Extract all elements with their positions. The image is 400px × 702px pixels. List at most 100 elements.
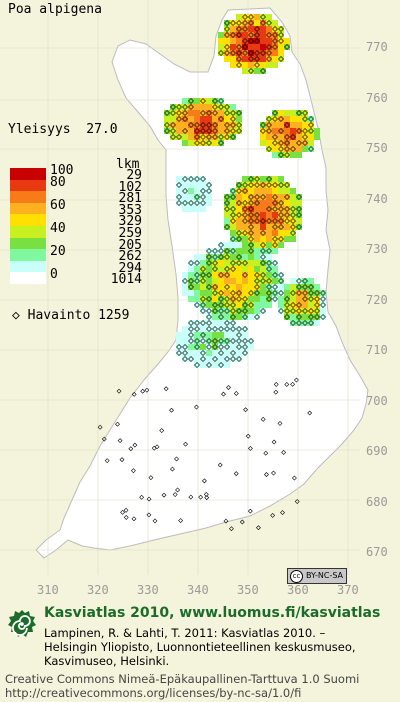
observation-marker (278, 152, 284, 158)
observation-marker (296, 314, 302, 320)
observation-marker (245, 433, 251, 439)
frequency-cell (272, 176, 278, 182)
license-url[interactable]: http://creativecommons.org/licenses/by-n… (5, 686, 302, 700)
frequency-cell (236, 128, 242, 134)
observation-marker (212, 302, 218, 308)
frequency-cell (242, 68, 248, 74)
frequency-cell (290, 284, 296, 290)
observation-marker (296, 110, 302, 116)
frequency-cell (194, 266, 200, 272)
observation-marker (266, 146, 272, 152)
frequency-cell (194, 200, 200, 206)
frequency-cell (272, 62, 278, 68)
frequency-cell (206, 290, 212, 296)
observation-marker (242, 200, 248, 206)
frequency-cell (236, 122, 242, 128)
observation-marker (194, 176, 200, 182)
frequency-cell (284, 152, 290, 158)
frequency-cell (206, 140, 212, 146)
frequency-cell (200, 302, 206, 308)
observation-marker (284, 296, 290, 302)
frequency-cell (260, 218, 266, 224)
spiral-logo-icon (8, 610, 36, 637)
observation-marker (260, 230, 266, 236)
frequency-cell (218, 128, 224, 134)
observation-marker (242, 212, 248, 218)
observation-marker (194, 338, 200, 344)
frequency-cell (206, 200, 212, 206)
observation-marker (115, 421, 120, 427)
observation-marker (194, 404, 199, 410)
frequency-cell (224, 122, 230, 128)
frequency-cell (266, 230, 272, 236)
frequency-cell (242, 224, 248, 230)
observation-marker (224, 50, 230, 56)
frequency-cell (242, 200, 248, 206)
license-badge[interactable]: cc BY-NC-SA (287, 568, 347, 584)
observation-marker (320, 314, 326, 320)
observation-marker (254, 200, 260, 206)
frequency-cell (230, 296, 236, 302)
frequency-cell (284, 224, 290, 230)
observation-marker (266, 116, 272, 122)
frequency-cell (254, 212, 260, 218)
frequency-cell (176, 116, 182, 122)
observation-marker (272, 242, 278, 248)
frequency-cell (230, 344, 236, 350)
frequency-cell (212, 338, 218, 344)
observation-marker (248, 20, 254, 26)
frequency-cell (236, 212, 242, 218)
legend-count: 205 (118, 237, 142, 253)
observation-marker (296, 320, 302, 326)
frequency-cell (254, 56, 260, 62)
frequency-cell (296, 152, 302, 158)
observation-marker (263, 450, 269, 456)
legend-count: 294 (118, 260, 142, 276)
frequency-cell (224, 308, 230, 314)
frequency-cell (236, 266, 242, 272)
frequency-cell (230, 236, 236, 242)
observation-marker (272, 284, 278, 290)
frequency-cell (260, 296, 266, 302)
frequency-cell (194, 260, 200, 266)
observation-marker (212, 104, 218, 110)
frequency-cell (224, 248, 230, 254)
frequency-cell (236, 332, 242, 338)
frequency-cell (200, 272, 206, 278)
observation-marker (200, 308, 206, 314)
frequency-cell (314, 308, 320, 314)
observation-marker (314, 314, 320, 320)
observation-marker (182, 356, 188, 362)
observation-marker (224, 254, 230, 260)
observation-marker (123, 507, 129, 513)
observation-marker (230, 320, 236, 326)
observation-marker (272, 224, 278, 230)
frequency-cell (254, 218, 260, 224)
frequency-cell (188, 284, 194, 290)
frequency-cell (272, 272, 278, 278)
observation-marker (248, 242, 254, 248)
frequency-cell (230, 56, 236, 62)
observation-marker (296, 206, 302, 212)
frequency-cell (254, 314, 260, 320)
observation-marker (236, 26, 242, 32)
observation-marker (272, 290, 278, 296)
frequency-cell (230, 200, 236, 206)
frequency-cell (242, 230, 248, 236)
observation-marker (164, 128, 170, 134)
observation-marker (212, 260, 218, 266)
observation-marker (266, 32, 272, 38)
observation-marker (248, 236, 254, 242)
observation-marker (248, 38, 254, 44)
frequency-cell (248, 68, 254, 74)
frequency-cell (206, 284, 212, 290)
frequency-cell (278, 50, 284, 56)
frequency-cell (248, 200, 254, 206)
frequency-cell (206, 296, 212, 302)
frequency-cell (206, 278, 212, 284)
legend-class-label: 40 (50, 221, 66, 236)
frequency-cell (242, 56, 248, 62)
observation-marker (302, 320, 308, 326)
observation-marker (152, 518, 158, 524)
observation-marker (242, 296, 248, 302)
